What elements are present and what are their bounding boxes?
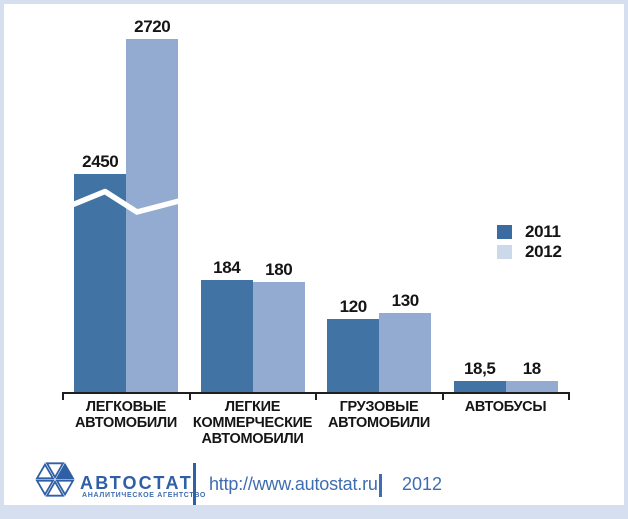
bar-value-label: 18 (522, 359, 542, 378)
bar-2011-cat3 (453, 381, 506, 392)
axis-tick (315, 392, 317, 400)
bar-value-label: 2450 (82, 152, 119, 171)
legend-item-2011: 2011 (497, 222, 562, 242)
bar-2011-cat2 (327, 319, 380, 392)
legend-label-2011: 2011 (525, 222, 561, 241)
legend-swatch-2012 (497, 245, 512, 259)
category-label: ЛЕГКИЕ КОММЕРЧЕСКИЕ АВТОМОБИЛИ (192, 399, 313, 448)
category-label: АВТОБУСЫ (464, 399, 547, 415)
footer-separator (379, 474, 382, 497)
legend-swatch-2011 (497, 225, 512, 239)
category-label: ГРУЗОВЫЕ АВТОМОБИЛИ (328, 399, 430, 432)
brand-subtitle: АНАЛИТИЧЕСКОЕ АГЕНТСТВО (82, 492, 207, 499)
brand-name: АВТОСТАТ (80, 473, 193, 493)
autostat-logo-icon (35, 462, 75, 497)
legend-label-2012: 2012 (525, 242, 562, 261)
bar-value-label: 2720 (134, 17, 171, 36)
axis-tick (441, 392, 444, 400)
bar-value-label: 120 (339, 297, 368, 316)
website-link[interactable]: http://www.autostat.ru (209, 474, 378, 494)
bar-2011-cat1 (200, 280, 253, 392)
axis-tick (568, 392, 570, 400)
bar-2012-cat0 (126, 39, 179, 392)
bar-value-label: 184 (213, 258, 241, 277)
footer: АВТОСТАТ АНАЛИТИЧЕСКОЕ АГЕНТСТВО http://… (0, 455, 628, 505)
chart-legend: 2011 2012 (497, 222, 562, 262)
bar-2012-cat3 (505, 381, 558, 392)
footer-divider (193, 463, 196, 505)
footer-year: 2012 (402, 474, 443, 494)
bar-value-label: 18,5 (464, 359, 496, 378)
axis-tick (188, 392, 191, 400)
bar-2012-cat1 (252, 282, 305, 392)
bar-2011-cat0 (74, 174, 127, 392)
legend-item-2012: 2012 (497, 242, 562, 262)
axis-tick (62, 392, 64, 400)
bar-2012-cat2 (379, 313, 432, 392)
category-label: ЛЕГКОВЫЕ АВТОМОБИЛИ (75, 399, 177, 432)
bar-value-label: 130 (391, 291, 420, 310)
bar-value-label: 180 (265, 260, 293, 279)
